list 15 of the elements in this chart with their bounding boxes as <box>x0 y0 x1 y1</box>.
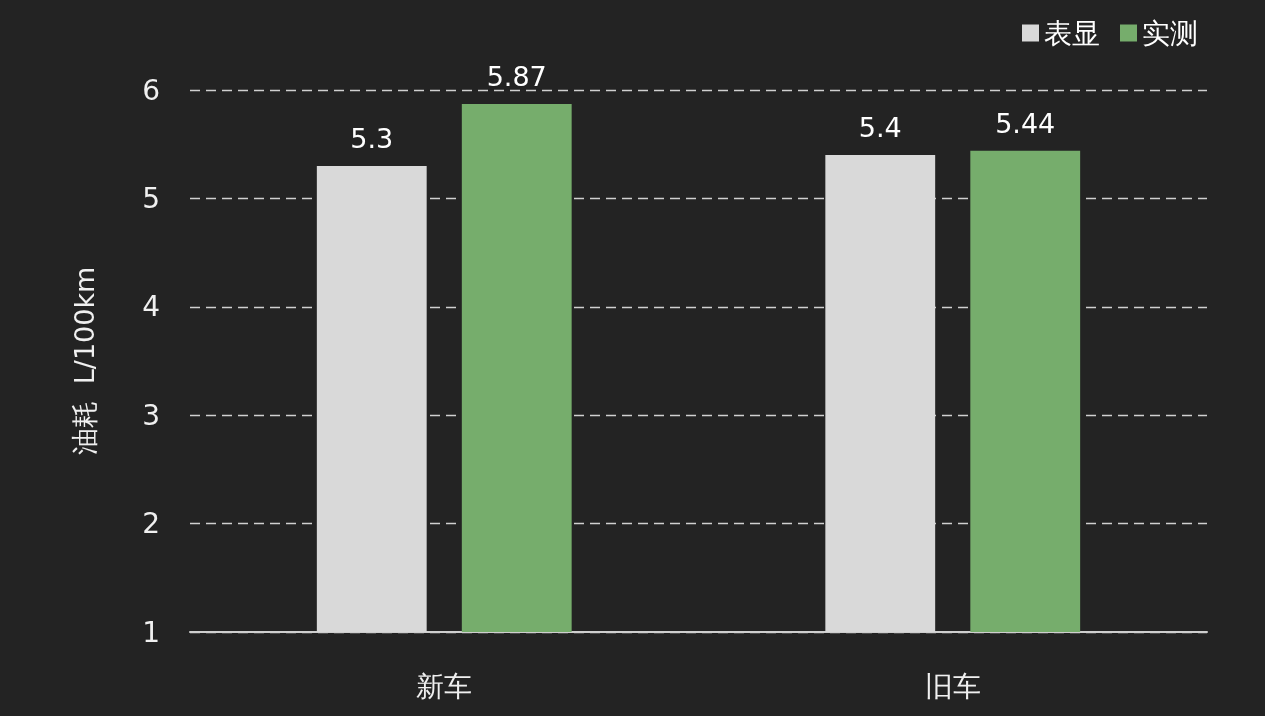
legend-label: 表显 <box>1044 16 1100 50</box>
y-tick-label: 1 <box>142 615 160 649</box>
x-tick-label: 旧车 <box>924 669 981 703</box>
data-label: 5.4 <box>858 112 902 144</box>
y-tick-label: 4 <box>142 290 160 324</box>
legend-label: 实测 <box>1142 16 1198 50</box>
y-tick-label: 5 <box>142 181 160 215</box>
y-tick-label: 6 <box>142 73 160 107</box>
data-label: 5.44 <box>995 107 1056 139</box>
y-axis-title: 油耗 L/100km <box>69 266 100 456</box>
data-label: 5.87 <box>486 61 547 93</box>
y-tick-label: 3 <box>142 398 160 432</box>
y-tick-label: 2 <box>142 507 160 541</box>
x-tick-label: 新车 <box>416 669 473 703</box>
data-label: 5.3 <box>350 122 394 154</box>
